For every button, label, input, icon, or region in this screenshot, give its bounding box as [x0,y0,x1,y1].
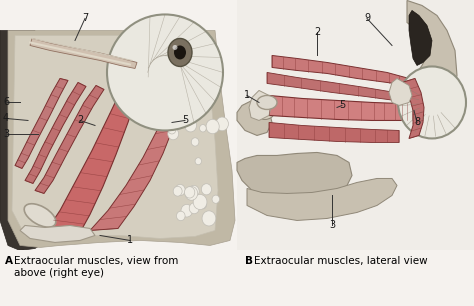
Ellipse shape [173,45,177,50]
Text: 4: 4 [3,114,9,123]
Text: 1: 1 [127,235,133,245]
Ellipse shape [199,201,207,209]
Ellipse shape [174,46,186,59]
Ellipse shape [185,186,198,200]
Ellipse shape [168,128,179,140]
Text: 7: 7 [82,13,88,24]
Ellipse shape [185,119,197,132]
Ellipse shape [176,211,185,221]
Ellipse shape [173,186,182,196]
Polygon shape [269,122,399,143]
Polygon shape [35,85,104,193]
Polygon shape [269,95,412,121]
Ellipse shape [201,184,211,195]
Ellipse shape [200,200,207,207]
Polygon shape [237,1,474,250]
Text: 2: 2 [77,115,83,125]
Polygon shape [409,10,432,65]
Text: 2: 2 [314,28,320,37]
Ellipse shape [168,39,192,66]
Text: 3: 3 [3,129,9,140]
Ellipse shape [193,194,207,210]
Ellipse shape [212,195,219,203]
Polygon shape [25,82,86,184]
Polygon shape [272,55,409,85]
Ellipse shape [216,117,228,131]
Ellipse shape [202,211,216,226]
Text: Extraocular muscles, lateral view: Extraocular muscles, lateral view [254,256,428,266]
Polygon shape [402,78,424,138]
Polygon shape [12,35,218,238]
Text: B: B [245,256,253,266]
Ellipse shape [257,95,277,110]
Polygon shape [48,76,138,233]
Text: A: A [5,256,13,266]
Polygon shape [30,39,137,69]
Ellipse shape [206,119,219,134]
Polygon shape [407,1,457,115]
Text: 5: 5 [339,100,345,110]
Text: 1: 1 [244,91,250,100]
Ellipse shape [181,204,192,217]
Text: 5: 5 [182,115,188,125]
Text: 8: 8 [414,118,420,128]
Polygon shape [8,31,235,248]
Text: 6: 6 [3,97,9,107]
Polygon shape [0,31,48,250]
Text: Extraocular muscles, view from
above (right eye): Extraocular muscles, view from above (ri… [14,256,178,278]
Text: 3: 3 [329,220,335,230]
Polygon shape [237,100,272,136]
Ellipse shape [398,66,466,138]
Ellipse shape [184,187,195,198]
Ellipse shape [175,185,185,196]
Ellipse shape [168,125,176,134]
Polygon shape [90,85,180,230]
Ellipse shape [189,203,199,214]
Polygon shape [267,73,412,103]
Polygon shape [389,78,412,106]
Ellipse shape [24,204,56,227]
Ellipse shape [200,125,206,132]
Ellipse shape [188,185,199,197]
Ellipse shape [256,106,274,119]
Ellipse shape [195,158,201,165]
Polygon shape [15,78,68,169]
Polygon shape [249,91,272,121]
Ellipse shape [191,138,199,146]
Text: 9: 9 [364,13,370,24]
Polygon shape [20,226,95,242]
Polygon shape [247,178,397,220]
Polygon shape [237,152,352,199]
Ellipse shape [107,14,223,130]
